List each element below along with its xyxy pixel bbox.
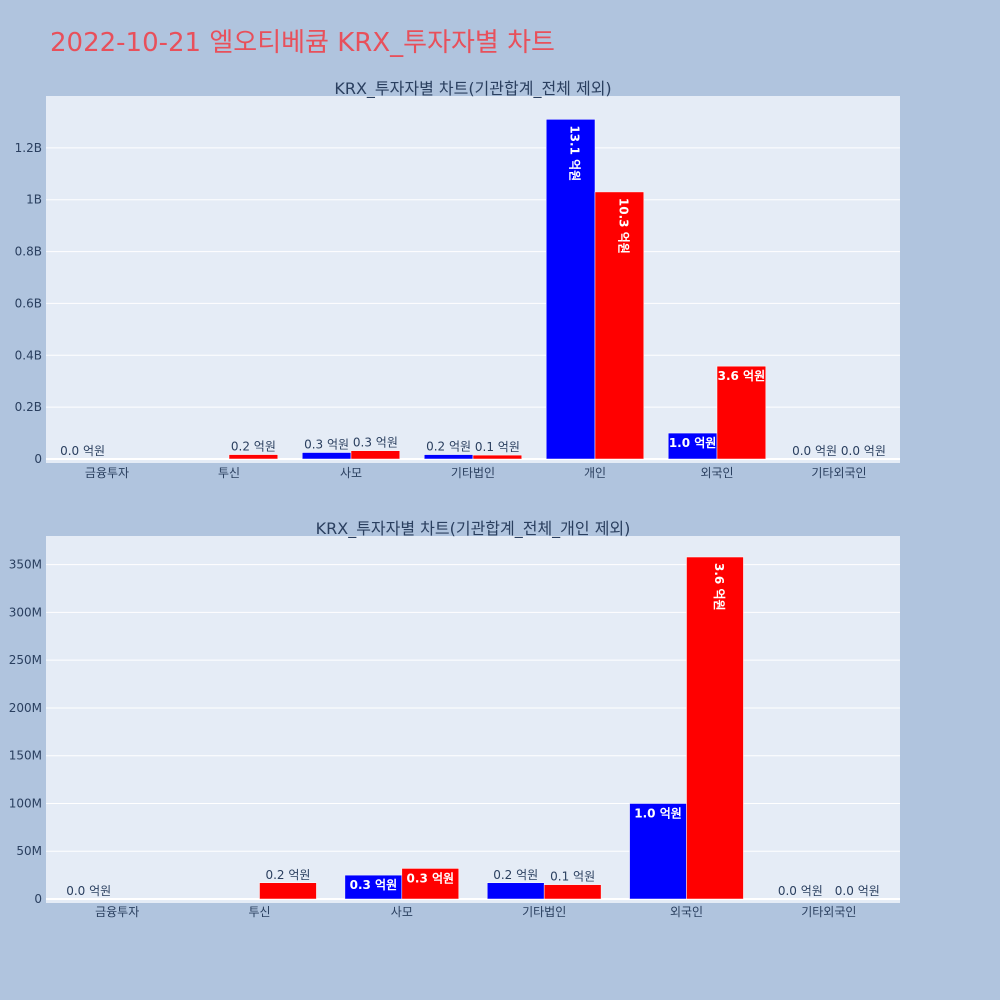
x-tick-label: 사모 [340, 466, 362, 480]
data-label: 1.0 억원 [669, 436, 717, 450]
data-label: 0.0 억원 [835, 884, 880, 898]
data-label: 0.0 억원 [841, 444, 886, 458]
data-label: 3.6 억원 [712, 563, 726, 611]
x-tick-label: 금융투자 [95, 905, 139, 919]
y-tick-label: 350M [9, 558, 42, 572]
y-tick-label: 0.8B [15, 245, 42, 259]
plot-area [46, 96, 900, 463]
bar [545, 119, 596, 460]
y-tick-label: 0.4B [15, 348, 42, 362]
bar [472, 454, 523, 460]
y-tick-label: 200M [9, 701, 42, 715]
data-label: 0.3 억원 [350, 878, 398, 892]
y-tick-label: 1B [26, 193, 42, 207]
x-tick-label: 금융투자 [85, 466, 129, 480]
data-label: 0.1 억원 [550, 870, 595, 884]
bar [543, 884, 602, 900]
data-label: 10.3 억원 [616, 198, 630, 254]
x-tick-label: 기타외국인 [811, 466, 866, 480]
plot-area [46, 536, 900, 903]
bar [423, 454, 474, 460]
bar [594, 191, 645, 460]
y-tick-label: 0.6B [15, 296, 42, 310]
bar [486, 882, 545, 900]
y-tick-label: 50M [16, 844, 42, 858]
bar [667, 432, 718, 460]
x-tick-label: 기타외국인 [801, 905, 856, 919]
y-tick-label: 0 [34, 452, 42, 466]
x-tick-label: 외국인 [670, 905, 703, 919]
data-label: 0.2 억원 [426, 440, 471, 454]
bar [301, 452, 352, 460]
x-tick-label: 기타법인 [522, 905, 566, 919]
y-tick-label: 100M [9, 796, 42, 810]
data-label: 0.0 억원 [60, 444, 105, 458]
data-label: 1.0 억원 [634, 806, 682, 820]
chart-2: 0 50M 100M 150M 200M 250M 300M 350M KRX_투자자별 차트(… [9, 519, 900, 919]
bar [401, 868, 460, 900]
subplot-title: KRX_투자자별 차트(기관합계_전체 제외) [334, 79, 611, 99]
y-tick-label: 1.2B [15, 141, 42, 155]
data-label: 13.1 억원 [568, 125, 582, 181]
y-tick-label: 300M [9, 605, 42, 619]
x-tick-label: 기타법인 [451, 466, 495, 480]
bar [686, 556, 744, 900]
data-label: 0.3 억원 [407, 871, 455, 885]
x-tick-label: 투신 [218, 466, 240, 480]
y-tick-label: 0 [34, 892, 42, 906]
y-tick-label: 0.2B [15, 400, 42, 414]
y-tick-label: 250M [9, 653, 42, 667]
bar [716, 365, 767, 460]
x-tick-label: 개인 [584, 466, 606, 480]
main-title: 2022-10-21 엘오티베큠 KRX_투자자별 차트 [50, 28, 555, 58]
subplot-title: KRX_투자자별 차트(기관합계_전체_개인 제외) [316, 519, 631, 539]
data-label: 3.6 억원 [718, 369, 766, 383]
data-label: 0.2 억원 [265, 868, 310, 882]
data-label: 0.3 억원 [304, 438, 349, 452]
y-tick-label: 150M [9, 749, 42, 763]
bar [350, 450, 401, 460]
bar [228, 454, 279, 460]
data-label: 0.2 억원 [231, 440, 276, 454]
data-label: 0.0 억원 [792, 444, 837, 458]
x-tick-label: 외국인 [700, 466, 733, 480]
bar [259, 882, 317, 900]
data-label: 0.0 억원 [66, 884, 111, 898]
data-label: 0.2 억원 [493, 868, 538, 882]
x-tick-label: 투신 [248, 905, 270, 919]
bar [629, 803, 687, 900]
data-label: 0.0 억원 [778, 884, 823, 898]
data-label: 0.1 억원 [475, 440, 520, 454]
x-tick-label: 사모 [391, 905, 413, 919]
data-label: 0.3 억원 [353, 436, 398, 450]
chart-1: 0 0.2B 0.4B 0.6B 0.8B 1B 1.2B KRX_투자자별 차트(기관합계_… [15, 79, 900, 480]
